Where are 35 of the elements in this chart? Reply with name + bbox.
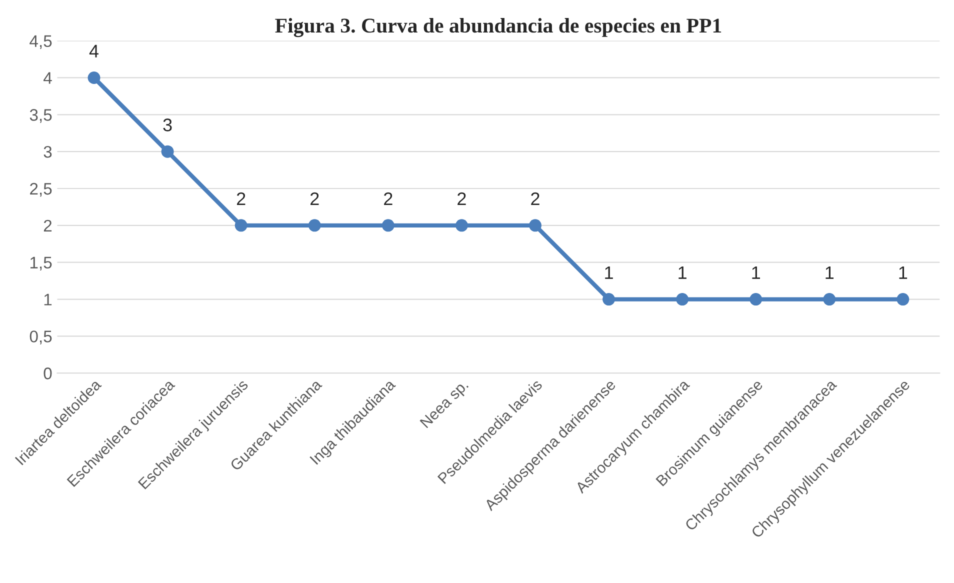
y-tick-label: 2 xyxy=(44,220,52,232)
data-label: 2 xyxy=(531,192,540,206)
data-label: 2 xyxy=(458,192,466,206)
data-label: 2 xyxy=(310,192,319,206)
y-tick-label: 4,5 xyxy=(30,35,52,49)
data-label: 2 xyxy=(236,192,246,206)
data-label: 1 xyxy=(826,266,834,279)
point xyxy=(455,219,468,232)
data-label: 4 xyxy=(89,44,98,58)
y-tick-label: 1 xyxy=(44,294,52,306)
point xyxy=(88,71,100,84)
y-tick-label: 0 xyxy=(44,368,52,380)
y-tick-label: 2,5 xyxy=(30,182,52,197)
data-label: 1 xyxy=(605,266,613,279)
data-label: 2 xyxy=(384,192,392,206)
chart-title: Figura 3. Curva de abundancia de especies en PP1 xyxy=(275,18,722,38)
point xyxy=(896,293,910,306)
y-tick-label: 0,5 xyxy=(30,330,52,344)
point xyxy=(602,293,616,306)
y-tick-label: 4 xyxy=(43,72,52,84)
point xyxy=(234,219,248,232)
data-label: 1 xyxy=(752,266,760,279)
y-tick-label: 3 xyxy=(44,146,52,158)
y-tick-label: 1,5 xyxy=(30,256,52,271)
point xyxy=(308,219,321,232)
point xyxy=(823,293,836,306)
point xyxy=(750,293,762,306)
point xyxy=(528,219,542,232)
data-label: 1 xyxy=(899,266,908,279)
point xyxy=(676,293,689,306)
data-label: 1 xyxy=(678,266,686,279)
point xyxy=(161,145,174,158)
data-label: 3 xyxy=(163,118,172,132)
point xyxy=(382,219,394,232)
y-tick-label: 3,5 xyxy=(30,109,52,123)
